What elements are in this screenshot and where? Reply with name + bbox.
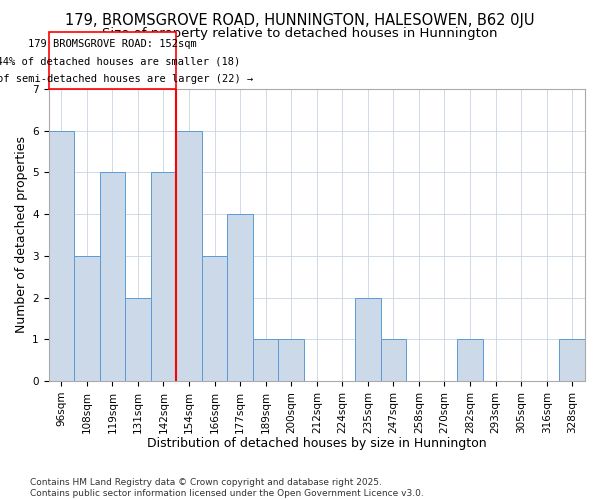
Y-axis label: Number of detached properties: Number of detached properties: [15, 136, 28, 334]
Bar: [380, 340, 406, 381]
Text: 54% of semi-detached houses are larger (22) →: 54% of semi-detached houses are larger (…: [0, 74, 253, 84]
Bar: [457, 340, 483, 381]
X-axis label: Distribution of detached houses by size in Hunnington: Distribution of detached houses by size …: [147, 437, 487, 450]
Bar: [253, 340, 278, 381]
Text: Contains HM Land Registry data © Crown copyright and database right 2025.
Contai: Contains HM Land Registry data © Crown c…: [30, 478, 424, 498]
Bar: [74, 256, 100, 381]
Bar: [49, 130, 74, 381]
Text: 179, BROMSGROVE ROAD, HUNNINGTON, HALESOWEN, B62 0JU: 179, BROMSGROVE ROAD, HUNNINGTON, HALESO…: [65, 12, 535, 28]
Text: Size of property relative to detached houses in Hunnington: Size of property relative to detached ho…: [102, 28, 498, 40]
Bar: [227, 214, 253, 381]
Bar: [176, 130, 202, 381]
Bar: [559, 340, 585, 381]
Bar: [202, 256, 227, 381]
Bar: [125, 298, 151, 381]
Text: ← 44% of detached houses are smaller (18): ← 44% of detached houses are smaller (18…: [0, 56, 241, 66]
Bar: [355, 298, 380, 381]
Bar: [151, 172, 176, 381]
Bar: [100, 172, 125, 381]
Text: 179 BROMSGROVE ROAD: 152sqm: 179 BROMSGROVE ROAD: 152sqm: [28, 39, 197, 49]
Bar: [278, 340, 304, 381]
